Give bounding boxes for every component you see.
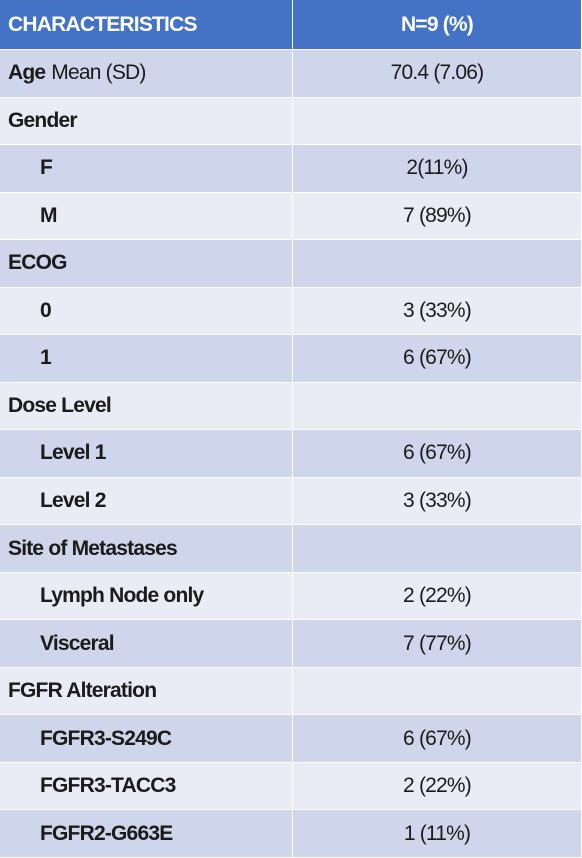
- value-cell: 2 (22%): [293, 572, 582, 621]
- value-cell: 2 (22%): [293, 762, 582, 811]
- value-cell: 1 (11%): [293, 810, 582, 858]
- label-cell: FGFR3-TACC3: [0, 762, 293, 811]
- value-cell: [293, 240, 582, 288]
- label-cell: Dose Level: [0, 382, 293, 431]
- value-cell: 70.4 (7.06): [293, 50, 582, 98]
- label-cell: Visceral: [0, 620, 293, 668]
- value-cell: [293, 382, 582, 431]
- label-cell: Gender: [0, 97, 293, 146]
- row-label: FGFR3-S249C: [40, 726, 172, 750]
- label-cell: Age Mean (SD): [0, 50, 293, 98]
- label-cell: Lymph Node only: [0, 572, 293, 621]
- row-value: 7 (89%): [403, 203, 472, 227]
- header-cell: N=9 (%): [293, 0, 582, 50]
- row-label: FGFR3-TACC3: [40, 774, 176, 798]
- value-cell: 3 (33%): [293, 477, 582, 526]
- row-label: Gender: [8, 108, 78, 132]
- label-cell: 0: [0, 287, 293, 336]
- row-value: 2 (22%): [403, 774, 472, 798]
- value-cell: 6 (67%): [293, 715, 582, 763]
- row-label: Dose Level: [8, 393, 112, 417]
- value-cell: [293, 525, 582, 573]
- row-value: 2 (22%): [403, 584, 472, 608]
- row-value: 7 (77%): [403, 631, 472, 655]
- row-label: ECOG: [8, 251, 67, 275]
- label-cell: 1: [0, 335, 293, 383]
- row-label: 0: [40, 298, 52, 322]
- row-label: Age: [8, 61, 46, 85]
- value-cell: [293, 667, 582, 716]
- value-cell: 6 (67%): [293, 430, 582, 478]
- row-label: 1: [40, 346, 52, 370]
- row-value: 70.4 (7.06): [390, 61, 485, 85]
- label-cell: ECOG: [0, 240, 293, 288]
- row-label-note: Mean (SD): [51, 61, 146, 85]
- label-cell: M: [0, 192, 293, 241]
- label-cell: Level 2: [0, 477, 293, 526]
- row-value: 1 (11%): [403, 821, 471, 845]
- row-value: 6 (67%): [403, 726, 472, 750]
- row-label: M: [40, 203, 57, 227]
- row-label: Lymph Node only: [40, 584, 204, 608]
- row-value: 6 (67%): [403, 441, 472, 465]
- row-value: 3 (33%): [403, 298, 472, 322]
- label-cell: Site of Metastases: [0, 525, 293, 573]
- row-label: F: [40, 156, 53, 180]
- value-cell: 6 (67%): [293, 335, 582, 383]
- label-cell: F: [0, 145, 293, 193]
- value-cell: 7 (89%): [293, 192, 582, 241]
- label-cell: FGFR Alteration: [0, 667, 293, 716]
- row-value: 3 (33%): [403, 489, 472, 513]
- row-label: Visceral: [40, 631, 115, 655]
- row-value: 6 (67%): [403, 346, 472, 370]
- label-cell: FGFR2-G663E: [0, 810, 293, 858]
- row-label: Site of Metastases: [8, 536, 178, 560]
- row-label: Level 1: [40, 441, 106, 465]
- row-label: FGFR2-G663E: [40, 821, 173, 845]
- value-cell: 7 (77%): [293, 620, 582, 668]
- value-cell: 3 (33%): [293, 287, 582, 336]
- row-label: Level 2: [40, 489, 106, 513]
- value-cell: [293, 97, 582, 146]
- row-label: FGFR Alteration: [8, 679, 157, 703]
- row-value: 2(11%): [406, 156, 468, 180]
- value-cell: 2(11%): [293, 145, 582, 193]
- label-cell: Level 1: [0, 430, 293, 478]
- label-cell: FGFR3-S249C: [0, 715, 293, 763]
- header-cell: CHARACTERISTICS: [0, 0, 293, 50]
